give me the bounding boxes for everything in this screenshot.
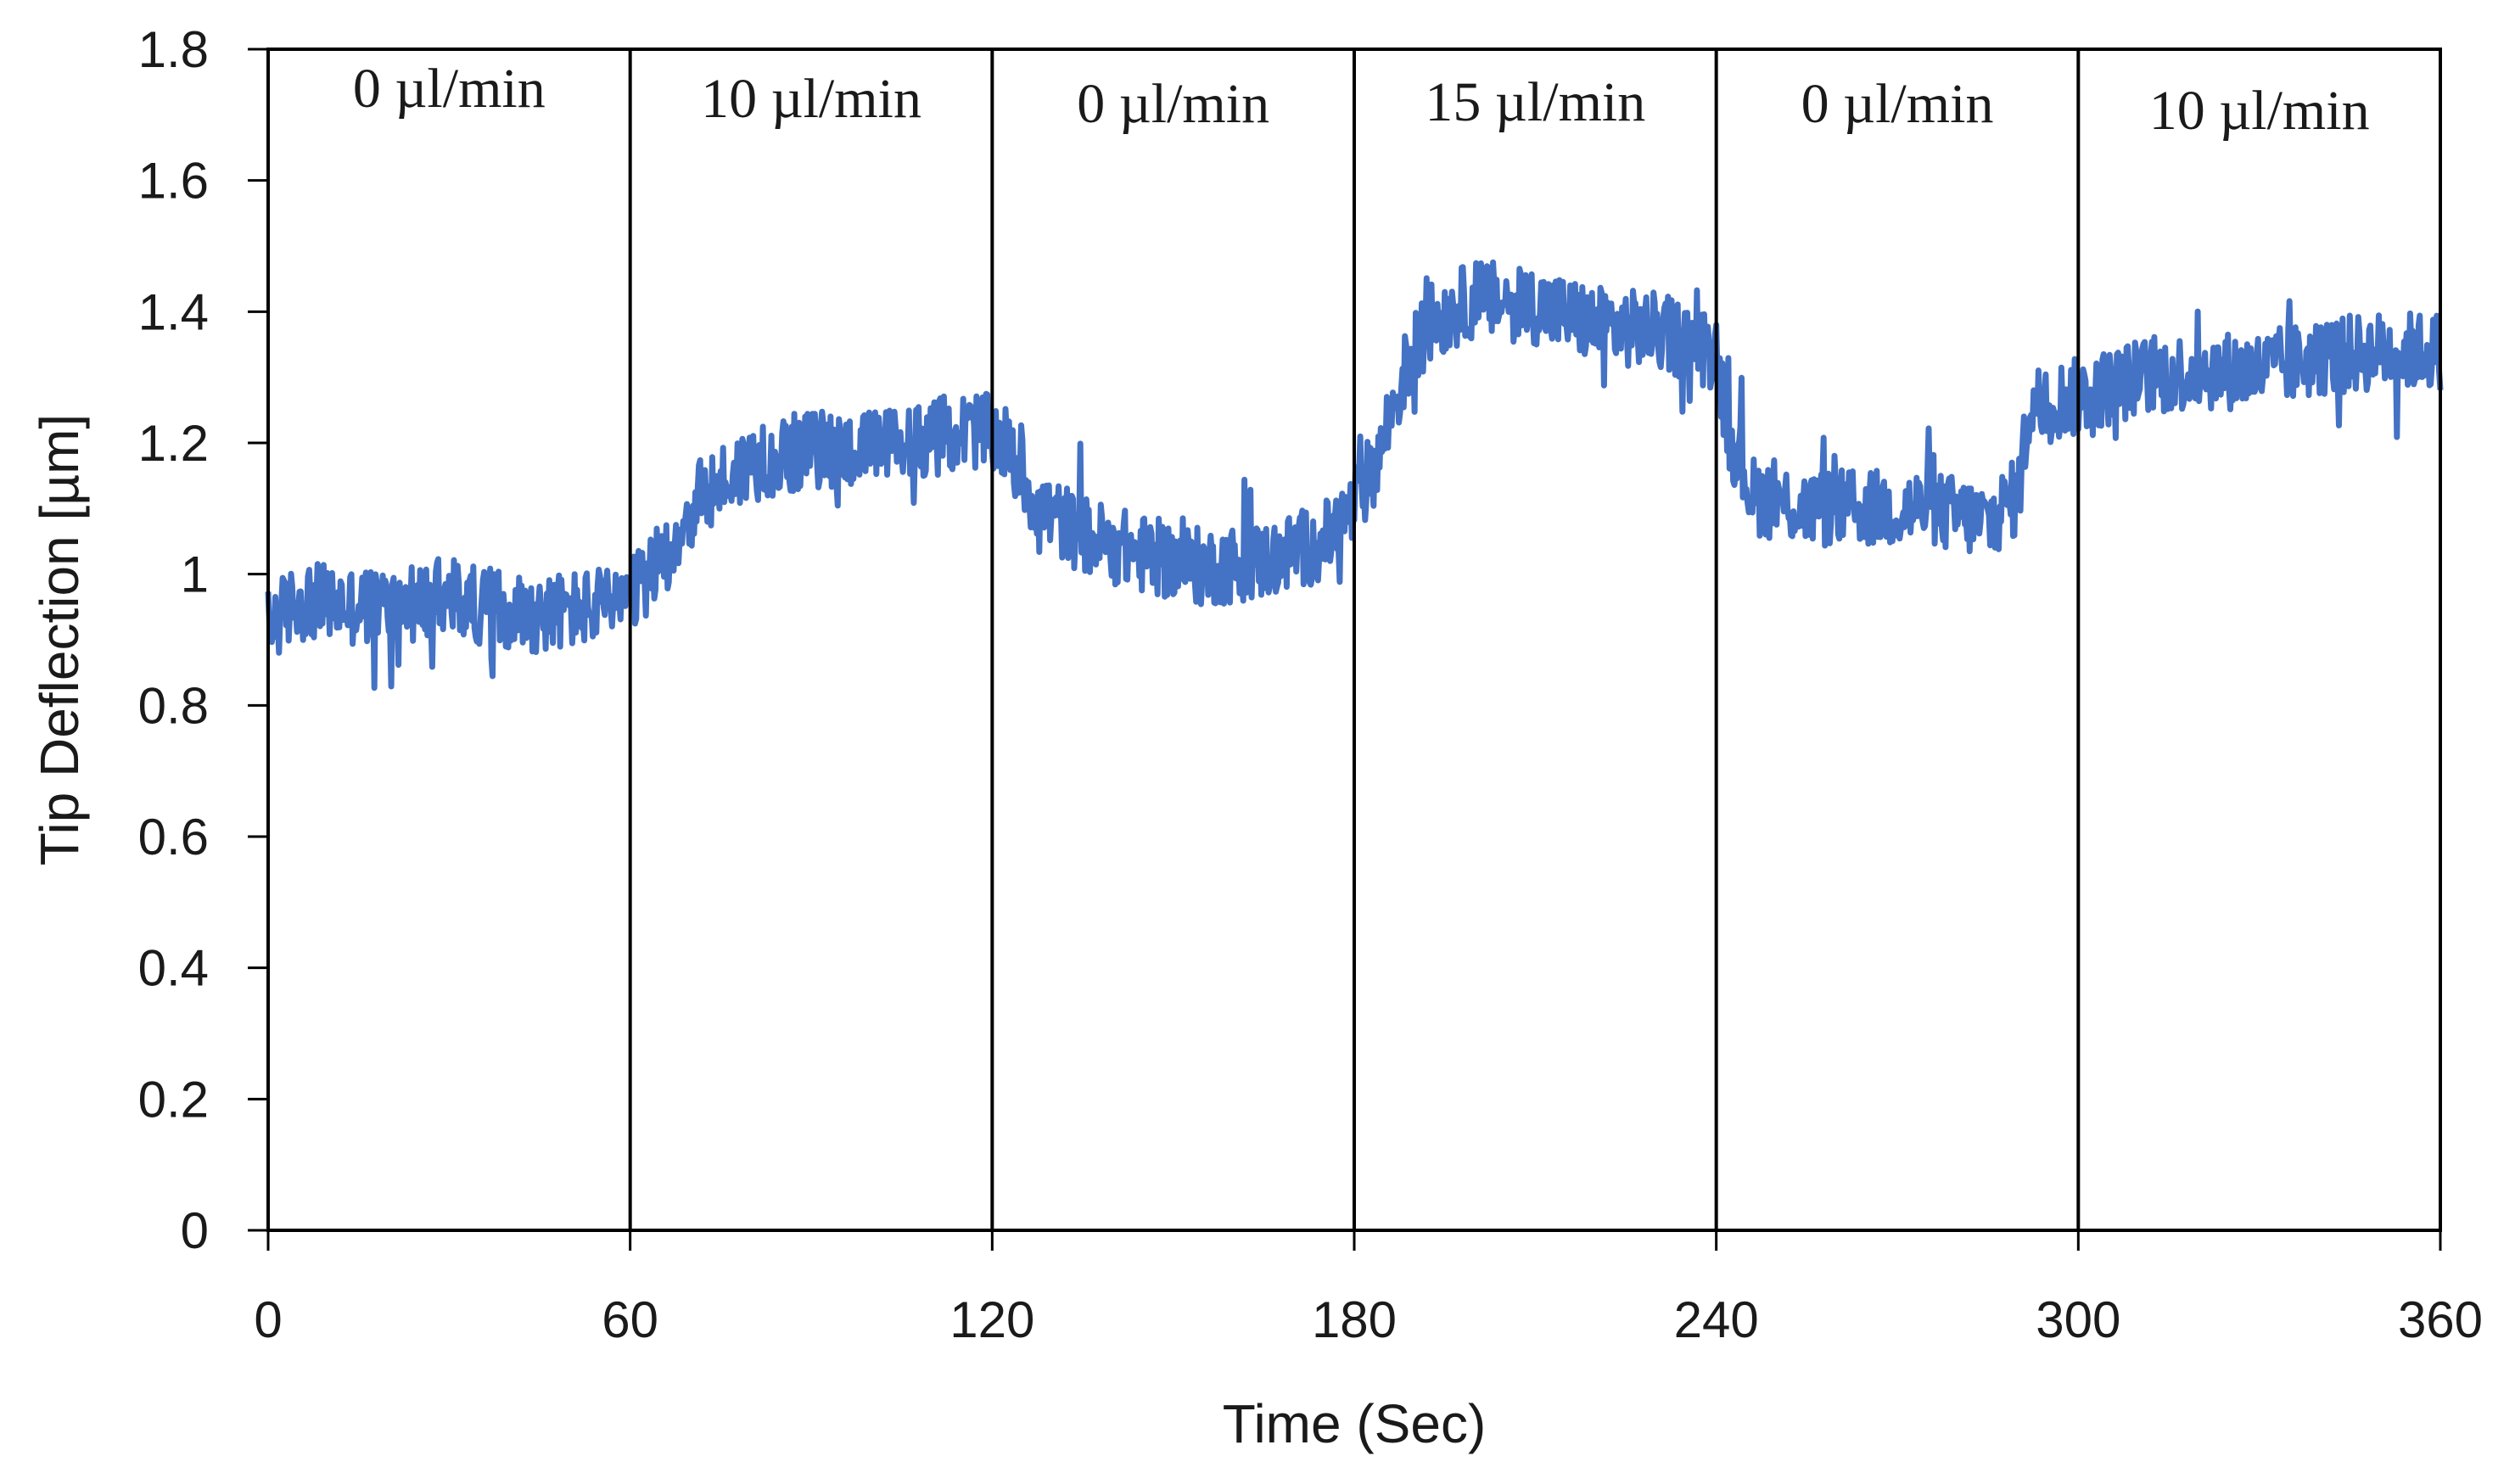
x-tick-label: 360 [2398,1291,2483,1348]
y-tick-label: 1.8 [138,21,209,78]
x-tick-label: 0 [254,1291,282,1348]
tip-deflection-chart: 0 0.2 0.4 0.6 0.8 1 1.2 1.4 1.6 1.8 0 60 120 180 240 3… [0,0,2515,1484]
segment-flow-label: 10 µl/min [2149,80,2370,142]
x-axis-title: Time (Sec) [1223,1393,1487,1454]
x-tick-label: 180 [1312,1291,1397,1348]
y-tick-label: 1 [181,546,209,603]
y-tick-label: 1.6 [138,153,209,210]
y-tick-label: 0 [181,1202,209,1259]
segment-flow-label: 15 µl/min [1425,71,1645,133]
y-tick-label: 0.8 [138,677,209,734]
y-tick-label: 0.6 [138,809,209,865]
segment-flow-label: 0 µl/min [353,58,546,120]
y-tick-label: 0.4 [138,940,209,997]
y-tick-label: 0.2 [138,1071,209,1128]
x-tick-label: 120 [949,1291,1034,1348]
segment-flow-label: 0 µl/min [1077,73,1269,135]
y-axis-title: Tip Deflection [µm] [29,414,90,865]
x-tick-label: 240 [1674,1291,1759,1348]
y-tick-label: 1.4 [138,283,209,340]
chart-background [0,0,2515,1484]
x-tick-label: 60 [602,1291,658,1348]
segment-flow-label: 0 µl/min [1801,73,1994,135]
x-tick-label: 300 [2036,1291,2120,1348]
segment-flow-label: 10 µl/min [701,68,921,130]
y-tick-label: 1.2 [138,415,209,472]
